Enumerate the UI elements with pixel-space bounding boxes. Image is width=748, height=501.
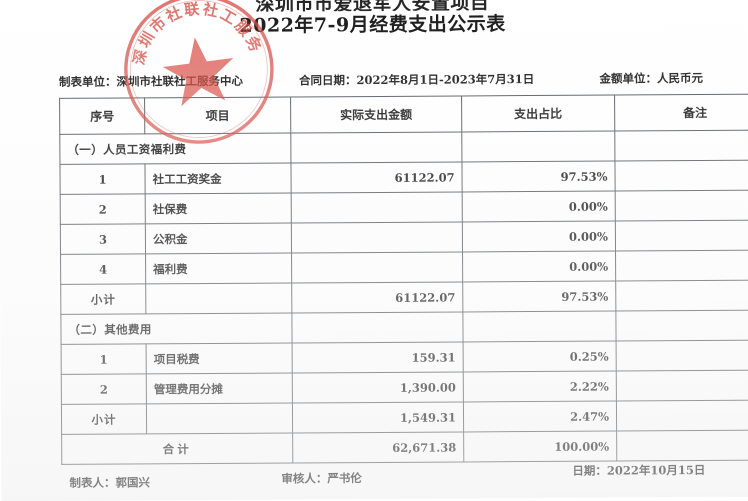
cell-note	[616, 430, 748, 462]
cell-item: 社工工资奖金	[144, 163, 292, 194]
category-label: （二）其他费用	[60, 313, 293, 345]
cell-amount	[290, 131, 462, 164]
table-row-total: 合计 62,671.38 100.00%	[61, 430, 748, 465]
cell-amount: 61122.07	[290, 161, 463, 194]
table-body: （一）人员工资福利费 1 社工工资奖金 61122.07 97.53% 2 社保费 0.00%…	[59, 130, 748, 465]
cell-note	[615, 220, 748, 252]
sign-date-field: 日期：2022年10月15日	[572, 462, 705, 479]
reviewer-field: 审核人：严书伦	[281, 470, 362, 486]
column-header-item: 项目	[144, 97, 291, 134]
preparer-label: 制表人：	[69, 475, 116, 490]
cell-amount: 1,549.31	[292, 401, 464, 434]
cell-no: 2	[61, 373, 147, 405]
document-meta-row: 制表单位：深圳市社联社工服务中心 合同日期：2022年8月1日-2023年7月3…	[59, 70, 703, 92]
cell-amount: 159.31	[292, 341, 464, 374]
currency-unit-value: 人民币元	[656, 70, 703, 86]
cell-note	[615, 310, 748, 342]
reviewer-value: 严书伦	[327, 471, 362, 486]
cell-amount: 61122.07	[291, 281, 463, 314]
page-title-line-2: 2022年7-9月经费支出公示表	[239, 13, 506, 37]
cell-no: 4	[60, 253, 146, 285]
cell-ratio: 97.53%	[462, 281, 616, 312]
subtotal-label: 小计	[61, 403, 147, 435]
cell-no: 3	[60, 223, 146, 255]
expenditure-table: 序号 项目 实际支出金额 支出占比 备注 （一）人员工资福利费 1 社工工资奖金 61…	[59, 94, 748, 465]
cell-note	[616, 400, 748, 432]
total-ratio: 100.00%	[463, 431, 617, 462]
subtotal-label: 小计	[60, 283, 146, 315]
table-row: 1 社工工资奖金 61122.07 97.53%	[59, 160, 748, 195]
column-header-ratio: 支出占比	[461, 95, 615, 132]
currency-unit-label: 金额单位：	[599, 71, 657, 86]
table-head: 序号 项目 实际支出金额 支出占比 备注	[59, 94, 748, 135]
currency-unit-field: 金额单位：人民币元	[599, 70, 703, 87]
preparer-value: 郭国兴	[115, 475, 150, 490]
total-amount: 62,671.38	[292, 431, 464, 463]
cell-amount	[291, 311, 464, 344]
cell-no: 2	[60, 193, 146, 225]
category-label: （一）人员工资福利费	[59, 133, 291, 165]
column-header-amount: 实际支出金额	[290, 95, 462, 134]
cell-item	[146, 403, 293, 434]
total-label: 合计	[61, 433, 293, 465]
cell-item	[145, 283, 292, 314]
reviewer-label: 审核人：	[281, 471, 328, 486]
maker-unit-field: 制表单位：深圳市社联社工服务中心	[59, 73, 243, 90]
cell-note	[615, 190, 748, 222]
table-row-subtotal: 小计 61122.07 97.53%	[60, 280, 748, 315]
table-header-row: 序号 项目 实际支出金额 支出占比 备注	[59, 94, 748, 135]
cell-amount: 1,390.00	[292, 371, 464, 404]
cell-ratio: 0.00%	[462, 221, 616, 252]
contract-date-value: 2022年8月1日-2023年7月31日	[356, 72, 535, 88]
cell-ratio	[461, 131, 615, 162]
document-footer: 制表人：郭国兴 审核人：严书伦 日期：2022年10月15日	[61, 463, 705, 492]
cell-note	[616, 370, 748, 402]
cell-ratio: 0.25%	[463, 341, 617, 372]
cell-note	[614, 130, 748, 162]
cell-item: 社保费	[145, 193, 292, 224]
preparer-field: 制表人：郭国兴	[69, 474, 150, 490]
cell-item: 公积金	[145, 223, 292, 254]
cell-item: 项目税费	[146, 343, 293, 374]
table-row: 1 项目税费 159.31 0.25%	[61, 340, 748, 375]
column-header-note: 备注	[614, 94, 748, 132]
contract-date-label: 合同日期：	[298, 73, 357, 88]
cell-ratio: 0.00%	[462, 191, 616, 222]
cell-ratio: 0.00%	[462, 251, 616, 282]
cell-amount	[291, 191, 463, 224]
table-row-subtotal: 小计 1,549.31 2.47%	[61, 400, 748, 435]
cell-note	[615, 280, 748, 312]
sign-date-label: 日期：	[572, 463, 607, 478]
maker-unit-value: 深圳市社联社工服务中心	[116, 73, 244, 89]
cell-ratio: 2.22%	[463, 371, 617, 402]
cell-no: 1	[61, 343, 147, 375]
table-row-category: （一）人员工资福利费	[59, 130, 748, 165]
cell-note	[616, 340, 748, 372]
cell-ratio: 2.47%	[463, 401, 617, 432]
cell-amount	[291, 251, 463, 284]
table-row: 4 福利费 0.00%	[60, 250, 748, 285]
sign-date-value: 2022年10月15日	[606, 462, 706, 478]
table-row: 3 公积金 0.00%	[60, 220, 748, 255]
cell-note	[615, 250, 748, 282]
cell-item: 福利费	[145, 253, 292, 284]
cell-ratio	[462, 311, 617, 342]
table-row: 2 社保费 0.00%	[60, 190, 748, 225]
cell-amount	[291, 221, 463, 254]
contract-date-field: 合同日期：2022年8月1日-2023年7月31日	[299, 71, 534, 88]
table-row-category: （二）其他费用	[60, 310, 748, 345]
document-title-block: 深圳市市爱退军人安置项目 2022年7-9月经费支出公示表	[0, 0, 747, 39]
maker-unit-label: 制表单位：	[58, 74, 117, 89]
cell-note	[614, 160, 748, 192]
table-row: 2 管理费用分摊 1,390.00 2.22%	[61, 370, 748, 405]
cell-ratio: 97.53%	[461, 161, 616, 192]
cell-no: 1	[59, 163, 146, 195]
column-header-no: 序号	[59, 97, 145, 135]
cell-item: 管理费用分摊	[146, 373, 293, 404]
